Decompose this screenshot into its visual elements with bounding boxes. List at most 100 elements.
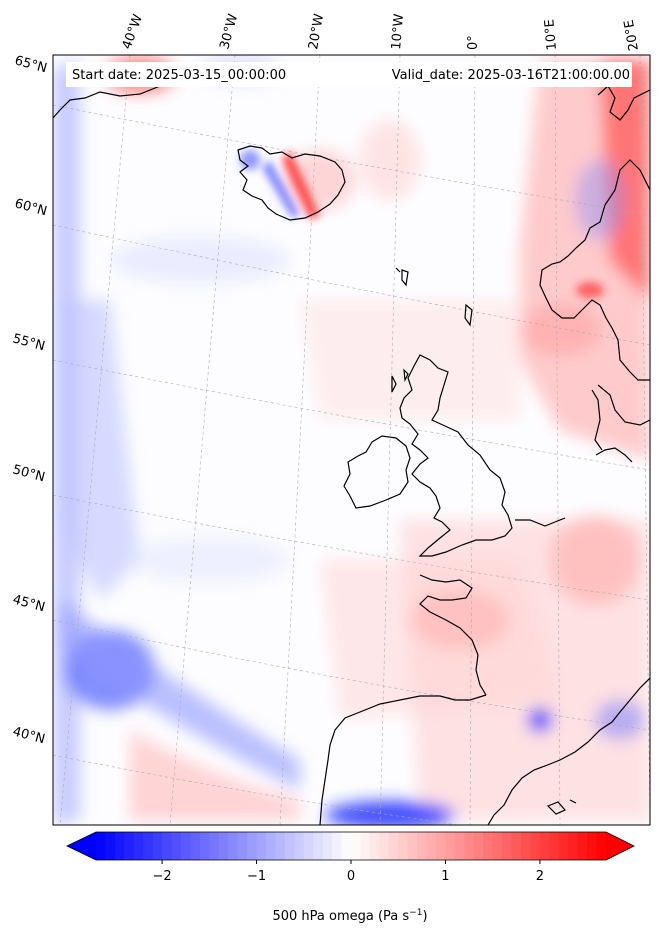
colorbar-cell bbox=[199, 832, 210, 860]
colorbar-cell bbox=[209, 832, 220, 860]
colorbar-cell bbox=[502, 832, 513, 860]
shetland-coast bbox=[401, 269, 409, 287]
colorbar-cell bbox=[303, 832, 314, 860]
colorbar-cell bbox=[190, 832, 201, 860]
start-date-label: Start date: 2025-03-15_00:00:00 bbox=[72, 68, 286, 83]
lat-label-65n: 65°N bbox=[13, 53, 49, 76]
colorbar-cell bbox=[539, 832, 550, 860]
orkney-coast bbox=[464, 303, 473, 327]
latitude-labels: 65°N 60°N 55°N 50°N 45°N 40°N bbox=[11, 53, 49, 747]
colorbar-tick-label: −2 bbox=[153, 869, 172, 884]
colorbar-cell bbox=[379, 832, 390, 860]
colorbar-cell bbox=[436, 832, 447, 860]
colorbar-cell bbox=[247, 832, 258, 860]
mallorca-coast bbox=[546, 799, 577, 815]
colorbar-cell bbox=[568, 832, 579, 860]
coastlines bbox=[53, 69, 650, 825]
colorbar-cell bbox=[181, 832, 192, 860]
colorbar-cell bbox=[511, 832, 522, 860]
lon-label-10w: 10°W bbox=[389, 13, 407, 50]
ireland-coast bbox=[343, 435, 411, 509]
baltic-coast bbox=[595, 384, 650, 463]
colorbar-cell bbox=[351, 832, 362, 860]
colorbar-cell bbox=[417, 832, 428, 860]
colorbar-ticks: −2 −1 0 1 2 bbox=[153, 860, 544, 884]
hebrides-coast bbox=[391, 368, 409, 393]
colorbar-cell bbox=[162, 832, 173, 860]
lat-label-60n: 60°N bbox=[13, 196, 49, 219]
continent-coast bbox=[319, 519, 650, 825]
map-panel: Start date: 2025-03-15_00:00:00 Valid_da… bbox=[52, 54, 651, 826]
colorbar-cell bbox=[294, 832, 305, 860]
colorbar-cell bbox=[577, 832, 588, 860]
colorbar-cell bbox=[483, 832, 494, 860]
lon-label-0: 0° bbox=[466, 35, 481, 50]
colorbar-cell bbox=[237, 832, 248, 860]
date-label-background bbox=[66, 62, 632, 87]
map-frame bbox=[52, 54, 651, 826]
colorbar-cell bbox=[388, 832, 399, 860]
colorbar-cell bbox=[426, 832, 437, 860]
colorbar: −2 −1 0 1 2 500 hPa omega (Pa s−1) bbox=[66, 831, 635, 924]
lat-label-45n: 45°N bbox=[11, 592, 47, 615]
colorbar-cell bbox=[530, 832, 541, 860]
colorbar-cell bbox=[587, 832, 598, 860]
colorbar-cell bbox=[332, 832, 343, 860]
longitude-labels: 40°W 30°W 20°W 10°W 0° 10°E 20°E bbox=[120, 12, 642, 52]
colorbar-cell bbox=[228, 832, 239, 860]
lon-label-10e: 10°E bbox=[542, 19, 560, 51]
colorbar-cell bbox=[171, 832, 182, 860]
great-britain-coast bbox=[399, 354, 513, 557]
colorbar-cell bbox=[558, 832, 569, 860]
colorbar-cell bbox=[407, 832, 418, 860]
colorbar-cell bbox=[114, 832, 125, 860]
jutland-coast bbox=[554, 517, 566, 523]
colorbar-cell bbox=[124, 832, 135, 860]
colorbar-cell bbox=[275, 832, 286, 860]
lon-label-30w: 30°W bbox=[217, 12, 241, 51]
faroe-coast bbox=[395, 267, 401, 273]
colorbar-cell bbox=[322, 832, 333, 860]
lat-label-40n: 40°N bbox=[11, 724, 47, 747]
graticule bbox=[53, 55, 650, 825]
colorbar-cell bbox=[360, 832, 371, 860]
omega-features bbox=[240, 150, 604, 298]
colorbar-cell bbox=[521, 832, 532, 860]
colorbar-cell bbox=[445, 832, 456, 860]
lat-label-50n: 50°N bbox=[11, 462, 47, 485]
lon-label-20e: 20°E bbox=[622, 19, 642, 52]
colorbar-cell bbox=[218, 832, 229, 860]
colorbar-outline bbox=[66, 831, 635, 861]
colorbar-cell bbox=[473, 832, 484, 860]
colorbar-cell bbox=[341, 832, 352, 860]
colorbar-cell bbox=[256, 832, 267, 860]
colorbar-cell bbox=[549, 832, 560, 860]
colorbar-cell bbox=[266, 832, 277, 860]
colorbar-cell bbox=[133, 832, 144, 860]
colorbar-extend-high bbox=[606, 832, 634, 860]
colorbar-cell bbox=[143, 832, 154, 860]
colorbar-tick-label: 2 bbox=[536, 869, 544, 884]
colorbar-cell bbox=[454, 832, 465, 860]
colorbar-cell bbox=[492, 832, 503, 860]
valid-date-label: Valid_date: 2025-03-16T21:00:00.00 bbox=[392, 68, 630, 83]
lon-label-20w: 20°W bbox=[306, 13, 327, 51]
colorbar-cell bbox=[284, 832, 295, 860]
denmark-coast bbox=[591, 389, 603, 451]
colorbar-cell bbox=[596, 832, 607, 860]
colorbar-tick-label: −1 bbox=[247, 869, 266, 884]
colorbar-title: 500 hPa omega (Pa s−1) bbox=[272, 908, 427, 924]
colorbar-cell bbox=[398, 832, 409, 860]
lat-label-55n: 55°N bbox=[11, 331, 47, 354]
colorbar-cell bbox=[152, 832, 163, 860]
colorbar-tick-label: 1 bbox=[441, 869, 449, 884]
colorbar-tick-label: 0 bbox=[347, 869, 355, 884]
colorbar-cell bbox=[313, 832, 324, 860]
lon-label-40w: 40°W bbox=[120, 12, 146, 51]
colorbar-cells bbox=[96, 832, 607, 860]
scandinavia-coast bbox=[539, 85, 650, 381]
iceland-coast bbox=[237, 145, 346, 221]
colorbar-cell bbox=[105, 832, 116, 860]
colorbar-extend-low bbox=[67, 832, 96, 860]
